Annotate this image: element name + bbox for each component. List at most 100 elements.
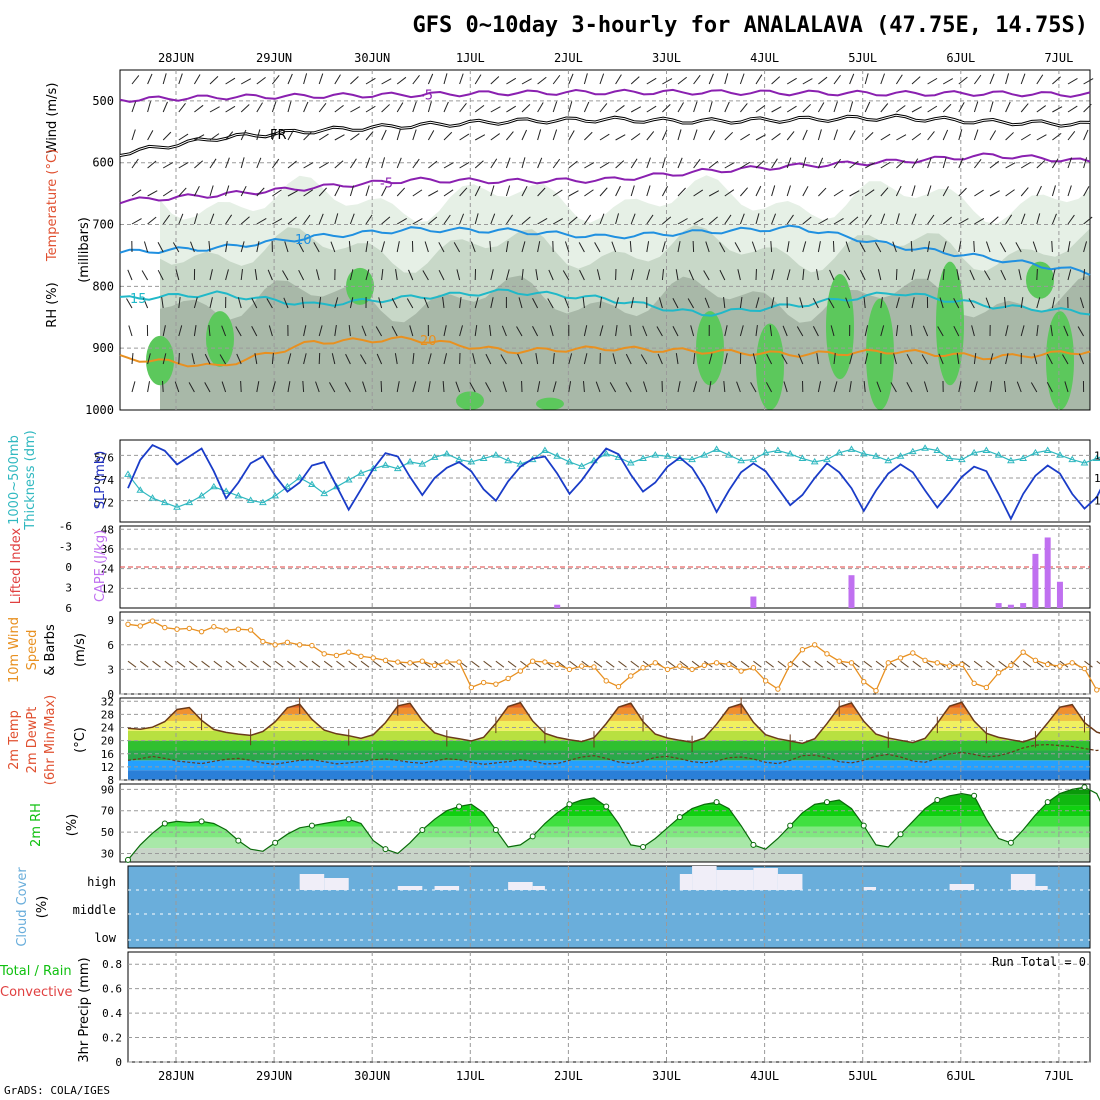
wind-barb (483, 660, 492, 668)
upper-wind-barb (880, 187, 889, 197)
upper-wind-barb (599, 73, 605, 85)
upper-wind-barb (864, 73, 869, 85)
pressure-tick-label: 900 (92, 341, 114, 355)
thickness-point (136, 486, 145, 493)
upper-wind-barb (1083, 268, 1086, 281)
upper-wind-barb (953, 325, 960, 337)
wind-speed-point (885, 660, 891, 666)
upper-wind-barb (428, 160, 438, 169)
li-tick-label: 6 (65, 602, 72, 615)
rh-high-patch (866, 298, 894, 411)
upper-wind-barb (662, 103, 671, 113)
upper-wind-barb (942, 186, 949, 197)
upper-wind-barb (193, 213, 198, 225)
thickness-point (185, 498, 194, 506)
wind-barb (189, 660, 198, 668)
upper-wind-barb (303, 214, 311, 225)
precip-panel-frame (127, 951, 1091, 1063)
wind-speed-point (713, 660, 720, 666)
top-date-label: 5JUL (848, 51, 877, 65)
upper-wind-barb (1030, 382, 1038, 393)
upper-wind-barb (615, 134, 626, 141)
upper-wind-barb (303, 189, 313, 197)
upper-wind-barb (532, 298, 539, 309)
upper-wind-barb (459, 213, 465, 225)
upper-wind-barb (817, 241, 821, 253)
upper-wind-barb (505, 241, 509, 253)
upper-wind-barb (927, 185, 932, 197)
upper-wind-barb (428, 216, 438, 225)
upper-wind-barb (687, 298, 695, 309)
upper-wind-barb (287, 353, 292, 365)
upper-wind-barb (818, 76, 828, 85)
thickness-point (774, 446, 782, 454)
li-tick-label: -3 (59, 541, 72, 554)
upper-wind-barb (599, 213, 605, 225)
rh-point (456, 803, 463, 810)
thickness-point (847, 445, 856, 452)
cloud-high-gap (299, 874, 325, 890)
upper-wind-barb (662, 78, 673, 85)
upper-wind-barb (537, 187, 546, 197)
wind-speed-point (861, 679, 867, 685)
top-date-label: 7JUL (1044, 51, 1073, 65)
upper-wind-barb (240, 216, 250, 225)
upper-wind-barb (724, 101, 730, 113)
upper-wind-barb (974, 189, 984, 197)
wind-speed-point (186, 625, 193, 632)
thickness-point (663, 452, 672, 459)
temp-tick-label: 8 (107, 774, 114, 787)
thickness-point (553, 452, 562, 459)
upper-wind-barb (221, 381, 227, 393)
thickness-point (835, 448, 844, 456)
upper-wind-barb (256, 76, 266, 85)
rh-band (128, 816, 1090, 827)
upper-wind-barb (240, 78, 252, 85)
upper-wind-barb (859, 269, 866, 281)
cape-bar (750, 596, 757, 608)
upper-wind-barb (719, 269, 726, 281)
upper-wind-barb (254, 269, 258, 281)
upper-wind-barb (302, 380, 305, 393)
upper-wind-barb (661, 269, 665, 281)
upper-wind-barb (1063, 325, 1069, 337)
upper-wind-barb (127, 269, 133, 281)
wind-barb (348, 660, 358, 668)
upper-wind-barb (375, 326, 383, 337)
cape-bar (1056, 581, 1063, 608)
upper-wind-barb (989, 190, 1000, 197)
upper-wind-barb (675, 353, 679, 365)
upper-wind-barb (350, 106, 361, 113)
upper-wind-barb (786, 131, 795, 141)
chart-grid (119, 69, 1091, 1063)
upper-wind-barb (162, 325, 166, 337)
upper-wind-barb (812, 325, 819, 337)
upper-wind-barb (927, 241, 930, 253)
slp-tick-label: 1018 (1094, 449, 1100, 462)
isotherm-label: 15 (130, 292, 147, 307)
upper-wind-barb (209, 76, 219, 85)
thickness-point (467, 457, 476, 465)
wind-barb (679, 660, 689, 668)
upper-wind-barb (443, 353, 448, 365)
upper-wind-barb (178, 133, 189, 141)
thickness-point (124, 470, 132, 477)
upper-wind-barb (381, 185, 388, 197)
upper-wind-barb (552, 101, 558, 113)
upper-wind-barb (958, 241, 962, 253)
rh-point (1081, 784, 1088, 791)
upper-wind-barb (427, 130, 435, 141)
upper-wind-barb (256, 157, 262, 169)
wind-speed-point (235, 626, 242, 632)
upper-wind-barb (193, 185, 200, 197)
upper-wind-barb (485, 382, 492, 393)
upper-wind-barb (1083, 241, 1088, 253)
upper-wind-barb (162, 189, 173, 197)
wind-speed-point (787, 661, 793, 668)
upper-wind-barb (303, 353, 307, 365)
rh-point (529, 833, 536, 840)
upper-wind-barb (350, 76, 359, 85)
upper-wind-barb (472, 353, 476, 365)
wind-speed-point (652, 660, 658, 666)
upper-wind-barb (615, 325, 618, 337)
